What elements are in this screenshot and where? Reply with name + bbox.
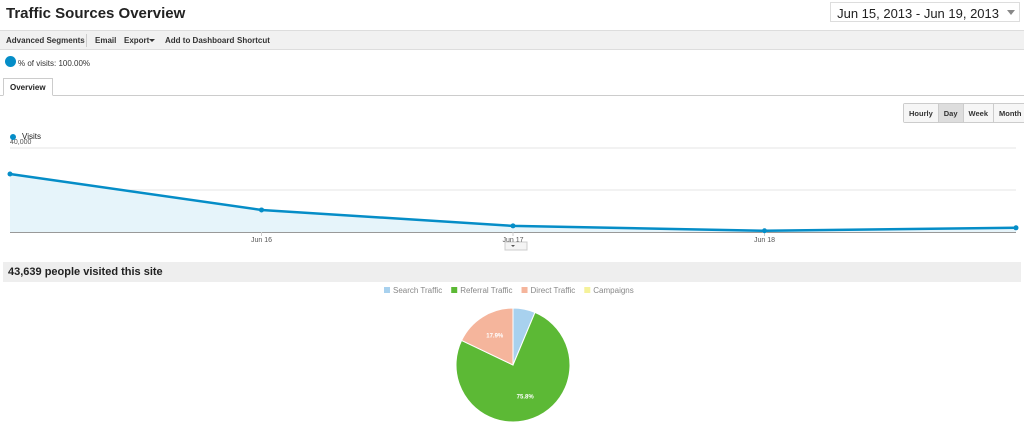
pie-slice (455, 311, 571, 423)
legend-swatch (584, 287, 591, 293)
x-tick-label: Jun 18 (754, 237, 775, 244)
legend-label: Direct Traffic (531, 286, 576, 295)
toggle-arrow (511, 245, 515, 247)
toolbar-button[interactable]: Shortcut (237, 36, 270, 45)
legend-label: Visits (22, 132, 41, 141)
slice-label: 75.8% (517, 395, 535, 401)
legend-swatch (451, 287, 458, 293)
separator (86, 34, 87, 47)
legend-swatch (521, 287, 528, 293)
interval-button[interactable]: Month (993, 104, 1024, 122)
interval-buttons: Hourly Day Week Month (903, 103, 1024, 123)
pie-slice (460, 307, 514, 366)
point (1013, 225, 1019, 231)
date-range-picker[interactable]: Jun 15, 2013 - Jun 19, 2013 (830, 2, 1020, 22)
point (762, 228, 767, 234)
summary: 43,639 people visited this site (8, 266, 163, 278)
segment-icon (5, 56, 16, 67)
area (10, 174, 1016, 232)
interval-button[interactable]: Day (937, 104, 963, 122)
y-tick-label: 40,000 (10, 139, 32, 146)
toolbar-button[interactable]: Email (95, 36, 117, 45)
point (259, 207, 264, 213)
summary-bar: 43,639 people visited this site (3, 262, 1021, 282)
tab-underline (0, 95, 1024, 96)
chart-toggle[interactable] (504, 241, 528, 251)
dropdown-arrow (149, 39, 155, 42)
x-tick-label: Jun 16 (251, 237, 272, 244)
legend-marker (10, 134, 16, 140)
x-tick-label: Jun 17 (502, 237, 523, 244)
interval-button[interactable]: Week (962, 104, 993, 122)
segment-label: % of visits: 100.00% (18, 59, 91, 68)
legend-label: Search Traffic (393, 286, 442, 295)
date-range: Jun 15, 2013 - Jun 19, 2013 (837, 6, 999, 21)
point (7, 171, 13, 177)
legend-label: Referral Traffic (460, 286, 512, 295)
page-title: Traffic Sources Overview (6, 5, 186, 22)
point (510, 223, 516, 229)
dropdown-arrow (1007, 10, 1015, 15)
tab[interactable]: Overview (3, 78, 53, 96)
slice-label: 17.9% (486, 334, 504, 340)
legend-label: Campaigns (593, 286, 633, 295)
legend-swatch (384, 287, 390, 293)
toolbar-button[interactable]: Advanced Segments (6, 36, 85, 45)
interval-button[interactable]: Hourly (904, 104, 938, 122)
toolbar-button[interactable]: Add to Dashboard (165, 36, 235, 45)
toolbar-button[interactable]: Export (124, 36, 150, 45)
toolbar: Advanced Segments Email Export Add to Da… (0, 30, 1024, 50)
